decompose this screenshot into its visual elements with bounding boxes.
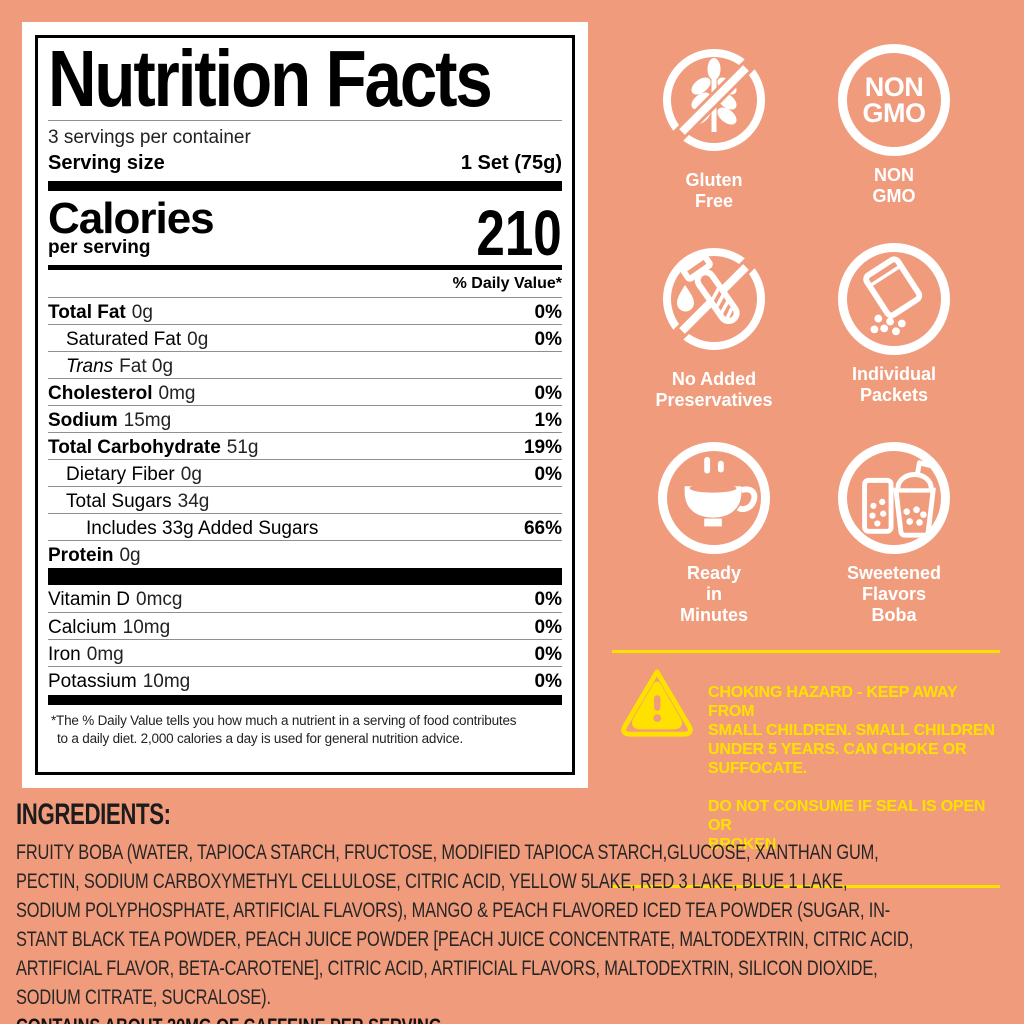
calories-row: Calories per serving 210 — [48, 194, 562, 269]
medium-divider — [48, 265, 562, 270]
nutrient-row-sodium: Sodium 15mg 1% — [48, 405, 562, 432]
choking-hazard-warning: CHOKING HAZARD - KEEP AWAY FROM SMALL CH… — [612, 650, 1000, 888]
badge-label: NON GMO — [872, 165, 916, 206]
serving-size-label: Serving size — [48, 152, 165, 174]
nutrient-row-total-fat: Total Fat 0g 0% — [48, 297, 562, 324]
daily-value-footnote: *The % Daily Value tells you how much a … — [51, 713, 517, 746]
calories-value: 210 — [476, 197, 562, 269]
badge-label: Individual Packets — [851, 364, 936, 405]
thick-divider-bottom — [48, 695, 562, 705]
thick-divider — [48, 181, 562, 191]
vitamin-row-potassium: Potassium 10mg 0% — [48, 666, 562, 693]
ingredients-list: FRUITY BOBA (WATER, TAPIOCA STARCH, FRUC… — [16, 841, 914, 1009]
caffeine-note: CONTAINS ABOUT 20MG OF CAFFEINE PER SERV… — [16, 1012, 1016, 1024]
badge-ready-in-minutes: Ready in Minutes — [626, 442, 802, 626]
warning-line-1: CHOKING HAZARD - KEEP AWAY FROM SMALL CH… — [708, 684, 995, 777]
ingredients-section: INGREDIENTS: FRUITY BOBA (WATER, TAPIOCA… — [16, 799, 1016, 1024]
vitamin-row-vitamin-d: Vitamin D 0mcg 0% — [48, 589, 562, 610]
boba-cups-icon — [838, 442, 950, 554]
serving-size-value: 1 Set (75g) — [460, 152, 562, 174]
nutrient-row-trans-fat: Trans Fat 0g — [48, 351, 562, 378]
badge-non-gmo: NON GMO NON GMO — [806, 44, 982, 207]
ingredients-heading: INGREDIENTS: — [16, 798, 171, 831]
packet-glyph — [863, 256, 923, 336]
calories-sublabel: per serving — [48, 237, 151, 258]
boba-glyph — [862, 460, 936, 538]
cup-glyph — [684, 456, 758, 527]
serving-size-row: Serving size 1 Set (75g) — [48, 151, 562, 175]
servings-per-container: 3 servings per container — [48, 127, 251, 148]
badge-gluten-free: Gluten Free — [626, 44, 802, 212]
badge-individual-packets: Individual Packets — [806, 243, 982, 406]
divider — [48, 120, 562, 121]
warning-line-2: DO NOT CONSUME IF SEAL IS OPEN OR BROKEN… — [708, 798, 986, 853]
warning-text: CHOKING HAZARD - KEEP AWAY FROM SMALL CH… — [708, 664, 1000, 873]
nutrient-row-total-carbohydrate: Total Carbohydrate 51g 19% — [48, 432, 562, 459]
ready-in-minutes-icon — [658, 442, 770, 554]
nutrient-row-added-sugars: Includes 33g Added Sugars 66% — [48, 513, 562, 540]
vitamin-row-calcium: Calcium 10mg 0% — [48, 612, 562, 639]
badge-label: Ready in Minutes — [679, 563, 748, 625]
nutrient-row-total-sugars: Total Sugars 34g — [48, 486, 562, 513]
nutrition-facts-box: Nutrition Facts 3 servings per container… — [35, 35, 575, 775]
nutrition-facts-title: Nutrition Facts — [48, 34, 493, 123]
badge-label: Sweetened Flavors Boba — [846, 563, 942, 625]
badge-label: Gluten Free — [685, 170, 743, 211]
nutrient-row-protein: Protein 0g — [48, 540, 562, 567]
nutrient-row-dietary-fiber: Dietary Fiber 0g 0% — [48, 459, 562, 486]
extra-thick-divider — [48, 568, 562, 585]
non-gmo-icon: NON GMO — [838, 44, 950, 156]
badge-label: No Added Preservatives — [655, 369, 773, 410]
nutrient-row-cholesterol: Cholesterol 0mg 0% — [48, 378, 562, 405]
badge-no-added-preservatives: No Added Preservatives — [626, 243, 802, 411]
no-preservatives-icon — [663, 248, 765, 350]
daily-value-header: % Daily Value* — [452, 275, 562, 292]
nutrition-panel: Nutrition Facts 3 servings per container… — [22, 22, 588, 788]
gluten-free-icon — [663, 49, 765, 151]
calories-label: Calories — [48, 194, 215, 243]
individual-packets-icon — [838, 243, 950, 355]
badge-sweetened-flavors-boba: Sweetened Flavors Boba — [806, 442, 982, 626]
non-gmo-circle-text: NON GMO — [862, 72, 927, 128]
nutrient-row-saturated-fat: Saturated Fat 0g 0% — [48, 324, 562, 351]
vitamin-row-iron: Iron 0mg 0% — [48, 639, 562, 666]
warning-triangle-icon — [621, 669, 693, 737]
